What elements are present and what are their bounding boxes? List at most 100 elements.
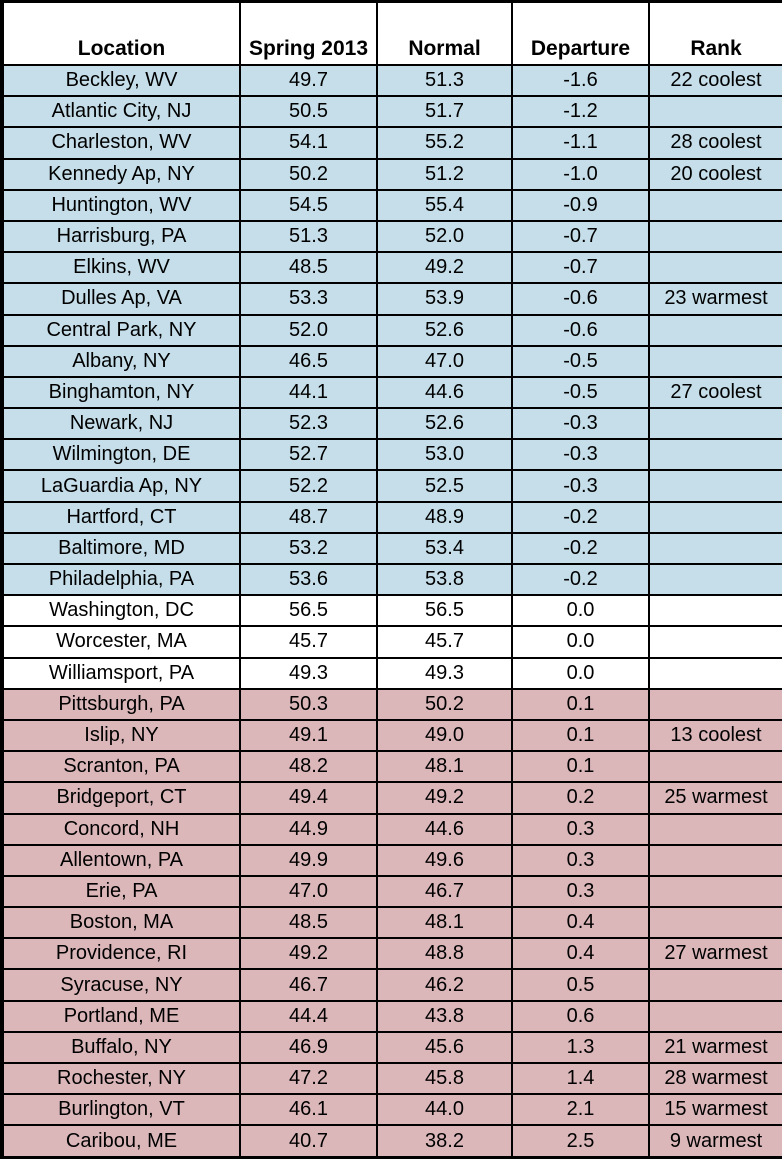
cell-location: Syracuse, NY xyxy=(0,968,241,1002)
cell-location: Atlantic City, NJ xyxy=(0,95,241,129)
cell-departure: -0.3 xyxy=(511,407,650,441)
cell-rank xyxy=(648,968,782,1002)
cell-location: Scranton, PA xyxy=(0,750,241,784)
cell-normal: 48.8 xyxy=(376,937,513,971)
table-row: Concord, NH 44.9 44.6 0.3 xyxy=(0,812,782,846)
table-body: Beckley, WV 49.7 51.3 -1.6 22 coolest Atlanti… xyxy=(0,63,782,1159)
cell-departure: 0.3 xyxy=(511,843,650,877)
cell-normal: 51.2 xyxy=(376,157,513,191)
table-row: Beckley, WV 49.7 51.3 -1.6 22 coolest xyxy=(0,63,782,98)
cell-normal: 46.7 xyxy=(376,874,513,909)
cell-rank: 9 warmest xyxy=(648,1124,782,1159)
column-header-normal: Normal xyxy=(376,0,513,66)
cell-spring-2013: 50.2 xyxy=(239,157,378,191)
cell-departure: 2.1 xyxy=(511,1093,650,1127)
cell-spring-2013: 49.1 xyxy=(239,718,378,753)
cell-spring-2013: 47.2 xyxy=(239,1061,378,1096)
cell-rank: 28 warmest xyxy=(648,1061,782,1096)
table-row: Williamsport, PA 49.3 49.3 0.0 xyxy=(0,656,782,690)
cell-rank xyxy=(648,95,782,129)
cell-normal: 44.0 xyxy=(376,1093,513,1127)
table-row: Hartford, CT 48.7 48.9 -0.2 xyxy=(0,500,782,534)
cell-rank xyxy=(648,594,782,628)
cell-spring-2013: 49.4 xyxy=(239,781,378,815)
cell-departure: 1.4 xyxy=(511,1061,650,1096)
cell-normal: 50.2 xyxy=(376,687,513,721)
table-row: Syracuse, NY 46.7 46.2 0.5 xyxy=(0,968,782,1002)
cell-normal: 55.2 xyxy=(376,126,513,160)
cell-normal: 45.8 xyxy=(376,1061,513,1096)
cell-normal: 52.6 xyxy=(376,313,513,347)
cell-location: Buffalo, NY xyxy=(0,1030,241,1065)
cell-departure: 0.6 xyxy=(511,999,650,1033)
cell-normal: 38.2 xyxy=(376,1124,513,1159)
cell-departure: -0.9 xyxy=(511,188,650,222)
cell-location: Providence, RI xyxy=(0,937,241,971)
cell-departure: 0.3 xyxy=(511,812,650,846)
cell-spring-2013: 53.6 xyxy=(239,562,378,597)
cell-departure: 0.1 xyxy=(511,718,650,753)
cell-normal: 49.2 xyxy=(376,251,513,285)
cell-rank xyxy=(648,562,782,597)
table-row: Atlantic City, NJ 50.5 51.7 -1.2 xyxy=(0,95,782,129)
cell-location: Portland, ME xyxy=(0,999,241,1033)
cell-normal: 53.8 xyxy=(376,562,513,597)
table-row: Kennedy Ap, NY 50.2 51.2 -1.0 20 coolest xyxy=(0,157,782,191)
cell-normal: 46.2 xyxy=(376,968,513,1002)
table-row: Central Park, NY 52.0 52.6 -0.6 xyxy=(0,313,782,347)
cell-departure: 0.4 xyxy=(511,937,650,971)
cell-location: Burlington, VT xyxy=(0,1093,241,1127)
cell-normal: 49.6 xyxy=(376,843,513,877)
column-header-rank: Rank xyxy=(648,0,782,66)
cell-spring-2013: 50.3 xyxy=(239,687,378,721)
table-row: Allentown, PA 49.9 49.6 0.3 xyxy=(0,843,782,877)
cell-departure: -0.2 xyxy=(511,531,650,566)
cell-rank xyxy=(648,500,782,534)
cell-spring-2013: 47.0 xyxy=(239,874,378,909)
cell-spring-2013: 53.3 xyxy=(239,282,378,316)
cell-location: Philadelphia, PA xyxy=(0,562,241,597)
cell-rank: 20 coolest xyxy=(648,157,782,191)
table-row: Newark, NJ 52.3 52.6 -0.3 xyxy=(0,407,782,441)
table-row: Islip, NY 49.1 49.0 0.1 13 coolest xyxy=(0,718,782,753)
cell-rank xyxy=(648,531,782,566)
cell-departure: 0.1 xyxy=(511,687,650,721)
cell-spring-2013: 46.7 xyxy=(239,968,378,1002)
cell-departure: -0.2 xyxy=(511,562,650,597)
cell-spring-2013: 50.5 xyxy=(239,95,378,129)
cell-rank: 27 warmest xyxy=(648,937,782,971)
cell-location: Islip, NY xyxy=(0,718,241,753)
cell-spring-2013: 49.7 xyxy=(239,63,378,98)
cell-departure: 0.0 xyxy=(511,594,650,628)
cell-normal: 56.5 xyxy=(376,594,513,628)
cell-normal: 52.0 xyxy=(376,219,513,254)
cell-normal: 53.4 xyxy=(376,531,513,566)
cell-location: Elkins, WV xyxy=(0,251,241,285)
cell-rank xyxy=(648,407,782,441)
cell-spring-2013: 54.1 xyxy=(239,126,378,160)
cell-location: Charleston, WV xyxy=(0,126,241,160)
table-row: Scranton, PA 48.2 48.1 0.1 xyxy=(0,750,782,784)
cell-rank: 23 warmest xyxy=(648,282,782,316)
table-row: Harrisburg, PA 51.3 52.0 -0.7 xyxy=(0,219,782,254)
cell-normal: 48.9 xyxy=(376,500,513,534)
cell-normal: 53.0 xyxy=(376,438,513,472)
table-row: Huntington, WV 54.5 55.4 -0.9 xyxy=(0,188,782,222)
cell-departure: -1.2 xyxy=(511,95,650,129)
cell-rank xyxy=(648,469,782,503)
cell-location: Kennedy Ap, NY xyxy=(0,157,241,191)
cell-departure: 2.5 xyxy=(511,1124,650,1159)
table-row: Albany, NY 46.5 47.0 -0.5 xyxy=(0,344,782,378)
table-row: Philadelphia, PA 53.6 53.8 -0.2 xyxy=(0,562,782,597)
cell-spring-2013: 48.5 xyxy=(239,251,378,285)
table-row: Elkins, WV 48.5 49.2 -0.7 xyxy=(0,251,782,285)
table-row: Pittsburgh, PA 50.3 50.2 0.1 xyxy=(0,687,782,721)
column-header-spring-2013: Spring 2013 xyxy=(239,0,378,66)
cell-spring-2013: 48.7 xyxy=(239,500,378,534)
cell-normal: 55.4 xyxy=(376,188,513,222)
cell-location: Newark, NJ xyxy=(0,407,241,441)
cell-departure: -0.7 xyxy=(511,251,650,285)
cell-departure: -0.6 xyxy=(511,313,650,347)
cell-location: Williamsport, PA xyxy=(0,656,241,690)
cell-normal: 48.1 xyxy=(376,750,513,784)
